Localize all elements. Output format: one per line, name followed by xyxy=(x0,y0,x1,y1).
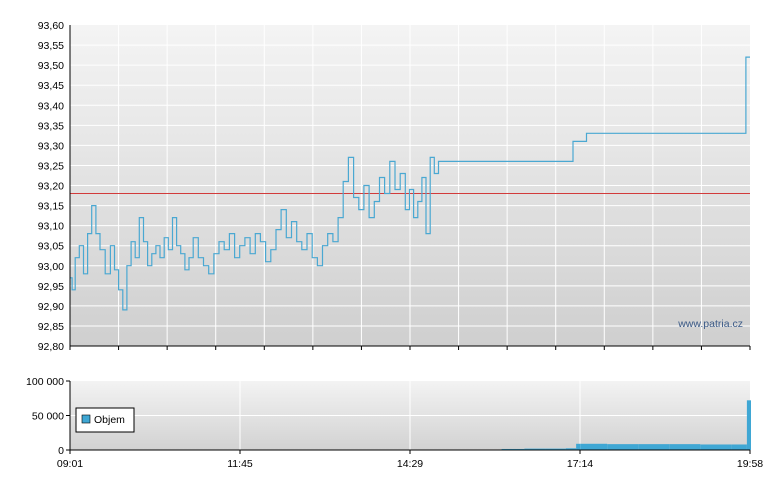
volume-bar xyxy=(669,444,701,450)
legend: Objem xyxy=(75,407,135,433)
price-y-tick-label: 93,05 xyxy=(38,241,64,253)
x-tick-label: 09:01 xyxy=(57,458,83,470)
volume-bar xyxy=(607,444,639,450)
volume-x-axis: 09:01 11:45 14:29 17:14 19:58 xyxy=(57,450,763,470)
volume-y-tick-label: 0 xyxy=(58,445,64,457)
legend-label: Objem xyxy=(94,414,125,426)
price-y-tick-label: 93,30 xyxy=(38,140,64,152)
volume-bar xyxy=(524,448,546,450)
volume-y-tick-label: 50 000 xyxy=(32,411,64,423)
volume-bar xyxy=(700,444,732,450)
volume-bar xyxy=(580,443,608,450)
price-y-tick-label: 93,50 xyxy=(38,60,64,72)
price-x-ticks xyxy=(69,346,751,350)
volume-bar xyxy=(545,448,566,450)
price-panel: 93,60 93,55 93,50 93,45 93,40 93,35 93,30 93,25… xyxy=(38,20,751,353)
price-y-tick-label: 92,90 xyxy=(38,301,64,313)
price-y-tick-label: 93,15 xyxy=(38,201,64,213)
price-y-axis: 93,60 93,55 93,50 93,45 93,40 93,35 93,30 93,25… xyxy=(38,20,71,353)
volume-bar xyxy=(750,400,751,450)
price-y-tick-label: 93,35 xyxy=(38,120,64,132)
volume-bar xyxy=(638,444,670,450)
volume-bar xyxy=(576,443,581,450)
price-y-tick-label: 93,40 xyxy=(38,100,64,112)
x-tick-label: 17:14 xyxy=(567,458,593,470)
price-y-tick-label: 93,45 xyxy=(38,80,64,92)
volume-bar xyxy=(731,444,747,450)
price-y-tick-label: 93,00 xyxy=(38,261,64,273)
volume-bar xyxy=(565,448,577,450)
price-y-tick-label: 93,55 xyxy=(38,40,64,52)
volume-bars xyxy=(501,400,751,450)
price-y-tick-label: 92,80 xyxy=(38,341,64,353)
x-tick-label: 14:29 xyxy=(397,458,423,470)
volume-grid xyxy=(70,381,750,450)
price-y-tick-label: 93,25 xyxy=(38,160,64,172)
price-y-tick-label: 93,10 xyxy=(38,221,64,233)
volume-bar xyxy=(501,448,525,450)
volume-bar xyxy=(746,400,750,450)
x-tick-label: 19:58 xyxy=(737,458,763,470)
price-grid xyxy=(70,25,750,346)
price-y-tick-label: 93,60 xyxy=(38,20,64,32)
volume-panel: 100 000 50 000 0 09:01 11:45 14:29 17:14 19:58… xyxy=(26,376,763,470)
x-tick-label: 11:45 xyxy=(227,458,253,470)
price-series-line xyxy=(70,56,750,311)
watermark: www.patria.cz xyxy=(677,318,743,330)
legend-swatch xyxy=(81,414,91,424)
volume-y-axis: 100 000 50 000 0 xyxy=(26,376,71,457)
price-y-tick-label: 93,20 xyxy=(38,181,64,193)
price-y-tick-label: 92,95 xyxy=(38,281,64,293)
price-y-tick-label: 92,85 xyxy=(38,321,64,333)
volume-y-tick-label: 100 000 xyxy=(26,376,64,388)
